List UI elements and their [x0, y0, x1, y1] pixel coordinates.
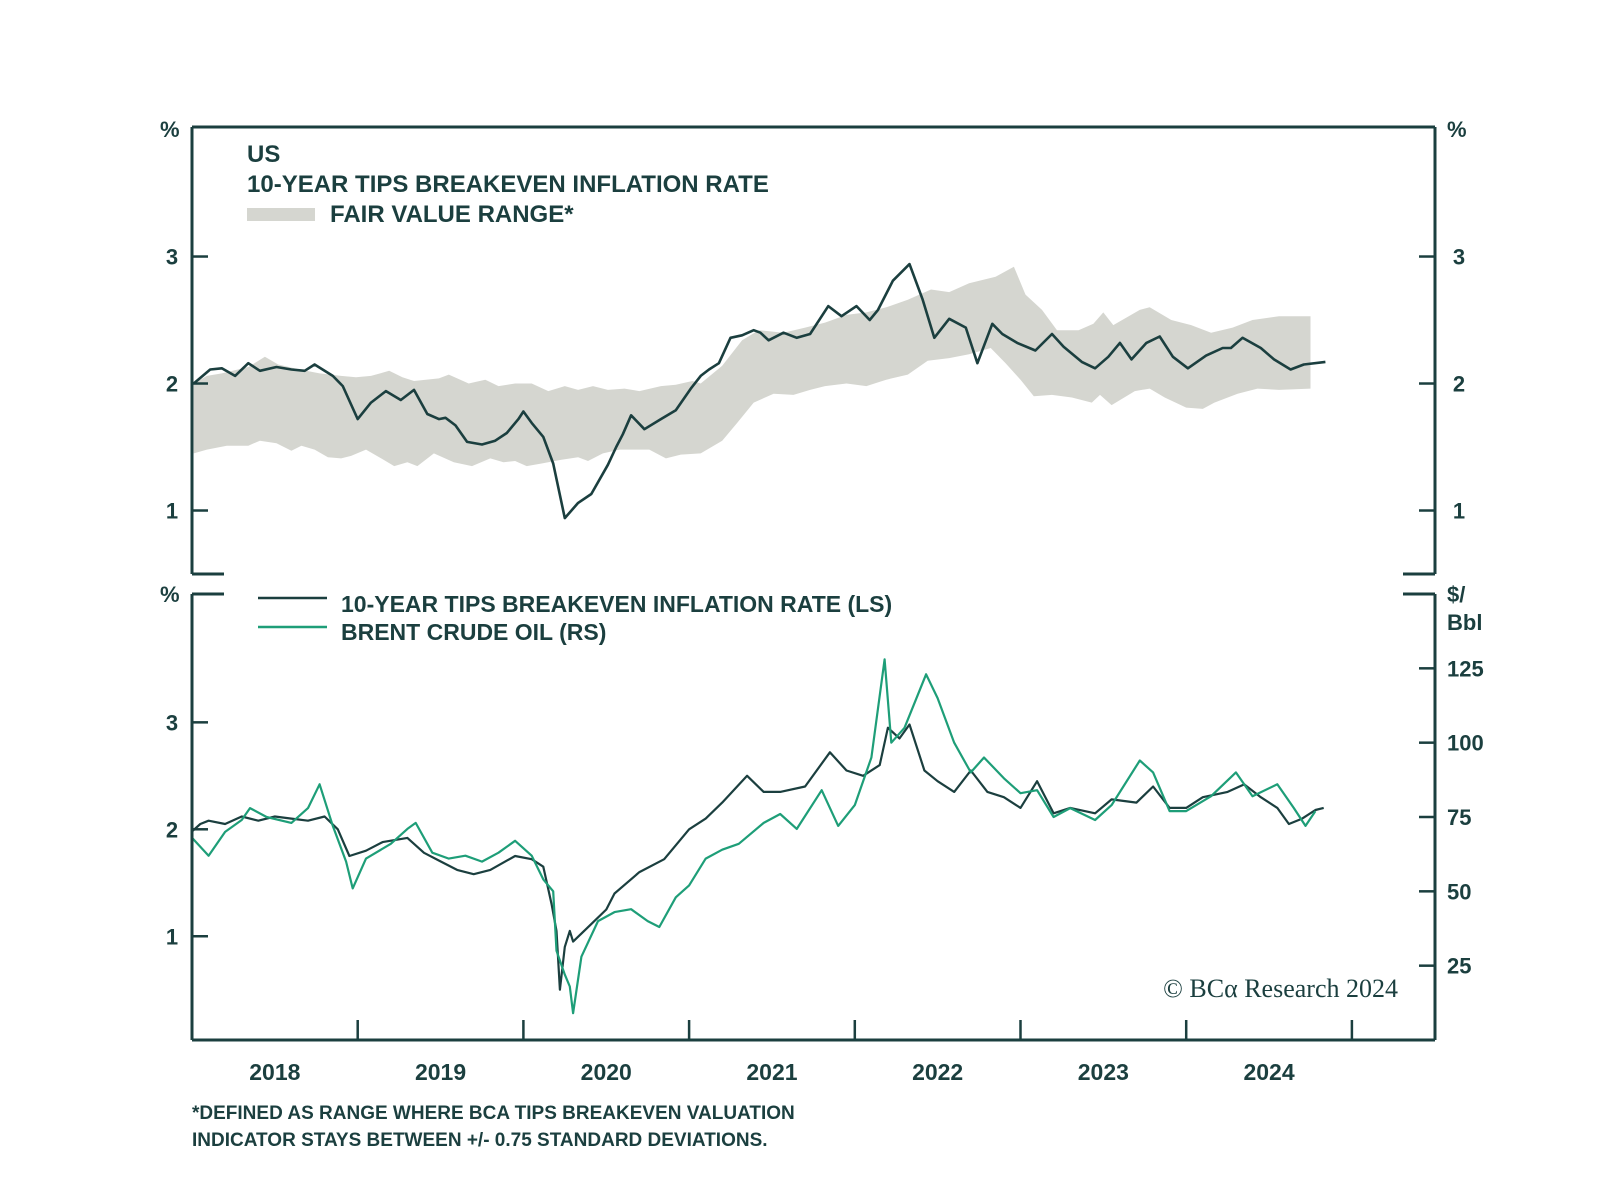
top-left-ytick-label: 3	[166, 245, 178, 270]
x-tick-label: 2019	[415, 1059, 466, 1085]
x-tick-label: 2023	[1078, 1059, 1129, 1085]
x-tick-label: 2020	[581, 1059, 632, 1085]
top-panel	[192, 262, 1326, 520]
copyright: © BCα Research 2024	[1163, 974, 1398, 1003]
axes-frame: 1 1 2 2 3 3 1 2 3 25 50 75 100 125 2018 2019 2020 2021 202…	[166, 125, 1484, 1085]
tips-breakeven-line-top	[192, 262, 1326, 520]
bottom-right-unit-line2: Bbl	[1447, 610, 1482, 635]
tips-breakeven-line-bottom	[191, 723, 1324, 991]
x-tick-label: 2021	[746, 1059, 797, 1085]
labels: US 10-YEAR TIPS BREAKEVEN INFLATION RATE…	[160, 117, 1482, 1151]
legend-band-swatch	[247, 208, 315, 221]
footnote-line-1: *DEFINED AS RANGE WHERE BCA TIPS BREAKEV…	[192, 1103, 795, 1124]
legend-tips-label: 10-YEAR TIPS BREAKEVEN INFLATION RATE (L…	[341, 591, 892, 617]
x-tick-label: 2018	[249, 1059, 300, 1085]
bottom-left-ytick-label: 2	[166, 817, 178, 842]
legend-band-label: FAIR VALUE RANGE*	[330, 201, 574, 228]
bottom-left-ytick-label: 3	[166, 710, 178, 735]
bottom-right-ytick-label: 50	[1447, 879, 1471, 904]
x-tick-label: 2022	[912, 1059, 963, 1085]
x-tick-label: 2024	[1243, 1059, 1294, 1085]
bottom-right-unit-line1: $/	[1447, 582, 1465, 607]
bottom-right-ytick-label: 125	[1447, 656, 1484, 681]
footnote-line-2: INDICATOR STAYS BETWEEN +/- 0.75 STANDAR…	[192, 1130, 768, 1151]
top-left-unit: %	[160, 117, 180, 142]
top-right-ytick-label: 3	[1453, 245, 1465, 270]
fair-value-band	[193, 266, 1311, 467]
bottom-right-ytick-label: 25	[1447, 954, 1471, 979]
bottom-right-ytick-label: 100	[1447, 731, 1484, 756]
bottom-left-ytick-label: 1	[166, 924, 178, 949]
top-left-ytick-label: 1	[166, 499, 178, 524]
top-left-ytick-label: 2	[166, 372, 178, 397]
top-right-ytick-label: 2	[1453, 372, 1465, 397]
brent-oil-line	[191, 658, 1317, 1015]
bottom-panel	[191, 658, 1324, 1015]
bottom-left-unit: %	[160, 582, 180, 607]
top-right-unit: %	[1447, 117, 1467, 142]
chart-title: 10-YEAR TIPS BREAKEVEN INFLATION RATE	[247, 171, 769, 198]
chart-title-region: US	[247, 141, 280, 168]
top-right-ytick-label: 1	[1453, 499, 1465, 524]
legend-oil-label: BRENT CRUDE OIL (RS)	[341, 619, 606, 645]
bottom-right-ytick-label: 75	[1447, 805, 1471, 830]
